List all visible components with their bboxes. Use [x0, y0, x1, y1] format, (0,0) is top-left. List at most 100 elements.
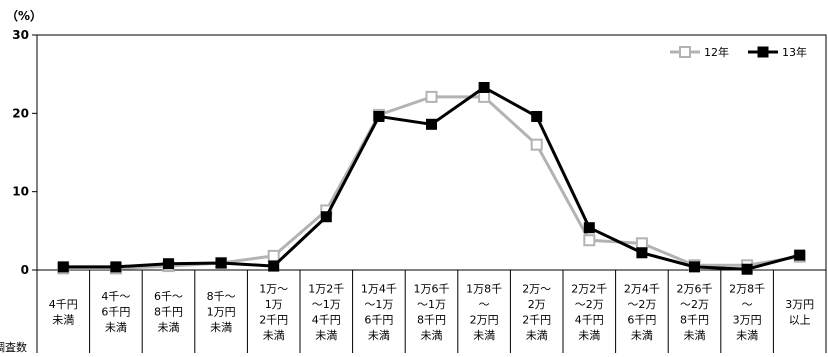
category-label-line: 3万円: [785, 298, 814, 311]
category-label-line: 3万円: [733, 313, 762, 326]
category-label-line: 2千円: [259, 313, 288, 326]
category-label-line: 2万2千: [571, 282, 607, 295]
series-13年: [57, 81, 806, 275]
category-label-line: 未満: [421, 329, 443, 342]
category-label: 1万4千 ～1万 6千円未満: [361, 282, 397, 342]
category-label-line: ～1万: [417, 298, 446, 311]
category-label-line: ～1万: [312, 298, 341, 311]
category-label: 2万6千 ～2万 8千円未満: [677, 282, 713, 342]
category-label: 4千円未満: [49, 298, 78, 327]
category-label-line: 8千円: [680, 313, 709, 326]
data-point: [478, 81, 490, 93]
data-point: [320, 211, 332, 223]
category-label-line: 2万円: [470, 313, 499, 326]
legend-item: 13年: [748, 45, 807, 59]
category-label: 6千～ 8千円未満: [154, 290, 183, 334]
data-point: [635, 237, 648, 250]
category-label-line: 8千円: [154, 306, 183, 319]
row-label-fragment: 調査数: [0, 340, 27, 353]
category-label-line: 未満: [158, 321, 180, 334]
data-point: [426, 118, 437, 130]
category-label-line: ～2万: [627, 298, 656, 311]
data-point: [636, 247, 648, 259]
legend-label: 13年: [782, 45, 807, 59]
category-label-line: 未満: [526, 329, 548, 342]
category-label-line: 2万: [528, 298, 546, 311]
data-point: [794, 249, 806, 261]
y-tick-label: 0: [21, 263, 29, 277]
category-label-line: 未満: [684, 329, 706, 342]
category-label: 1万8千 ～ 2万円未満: [466, 282, 502, 342]
category-label-line: ～2万: [680, 298, 709, 311]
category-label-line: 未満: [52, 313, 74, 326]
category-label-line: 1万4千: [361, 282, 397, 295]
category-label: 2万4千 ～2万 6千円未満: [624, 282, 660, 342]
category-label-line: 4千円: [312, 313, 341, 326]
data-point: [268, 260, 280, 272]
category-label-line: 2千円: [522, 313, 551, 326]
category-label-line: ～: [479, 298, 490, 311]
axes: 0 10 20 30: [12, 28, 827, 277]
category-label-line: 2万8千: [729, 282, 765, 295]
category-label-line: 2万4千: [624, 282, 660, 295]
data-point: [530, 138, 543, 151]
category-label-line: 6千円: [627, 313, 656, 326]
category-label-line: 未満: [368, 329, 390, 342]
category-label-line: 未満: [631, 329, 653, 342]
category-label-line: 4千円: [49, 298, 78, 311]
category-label-line: 2万～: [522, 282, 551, 295]
legend: 12年 13年: [670, 45, 807, 59]
category-label-line: 未満: [263, 329, 285, 342]
data-point: [583, 222, 595, 234]
category-label: 2万8千 ～ 3万円未満: [729, 282, 765, 342]
series-line: [63, 85, 801, 271]
y-unit-label: （%）: [6, 8, 42, 23]
category-label: 1万2千 ～1万 4千円未満: [308, 282, 344, 342]
category-label-line: 1万～: [259, 282, 288, 295]
category-label-line: 未満: [105, 321, 127, 334]
category-label-line: 1万6千: [414, 282, 450, 295]
data-point: [215, 257, 227, 269]
data-point: [163, 258, 174, 270]
category-label-line: 6千円: [364, 313, 393, 326]
data-point: [689, 261, 700, 273]
plot-frame: [36, 34, 827, 271]
data-point: [110, 261, 122, 273]
category-label-line: 6千～: [154, 290, 183, 303]
category-label-line: 未満: [473, 329, 495, 342]
data-point: [583, 234, 596, 247]
category-label-line: ～2万: [575, 298, 604, 311]
legend-item: 12年: [670, 45, 729, 59]
category-label: 4千～ 6千円未満: [101, 290, 130, 334]
category-label-line: 1万8千: [466, 282, 502, 295]
category-label-line: 4千～: [101, 290, 130, 303]
legend-label: 12年: [704, 45, 729, 59]
data-point: [478, 90, 491, 103]
y-tick-label: 10: [12, 185, 29, 199]
data-point: [57, 261, 69, 273]
category-label-line: 1万円: [207, 306, 236, 319]
category-label: 2万2千 ～2万 4千円未満: [571, 282, 607, 342]
data-point: [531, 110, 543, 122]
legend-marker: [679, 46, 691, 58]
category-label: 1万～ 1万 2千円未満: [259, 282, 288, 342]
data-point: [373, 110, 385, 122]
legend-marker: [757, 46, 769, 58]
category-label-line: 1万2千: [308, 282, 344, 295]
category-label: 3万円以上: [785, 298, 814, 327]
category-label-line: 6千円: [101, 306, 130, 319]
category-label-line: 8千円: [417, 313, 446, 326]
data-point: [267, 249, 280, 262]
y-tick-label: 20: [12, 106, 29, 120]
category-label-line: 2万6千: [677, 282, 713, 295]
category-label-line: 1万: [265, 298, 283, 311]
data-point: [741, 263, 753, 275]
category-label-line: 未満: [315, 329, 337, 342]
category-label: 1万6千 ～1万 8千円未満: [414, 282, 450, 342]
category-label-line: ～: [742, 298, 753, 311]
category-label-line: 8千～: [207, 290, 236, 303]
category-label: 2万～ 2万 2千円未満: [522, 282, 551, 342]
